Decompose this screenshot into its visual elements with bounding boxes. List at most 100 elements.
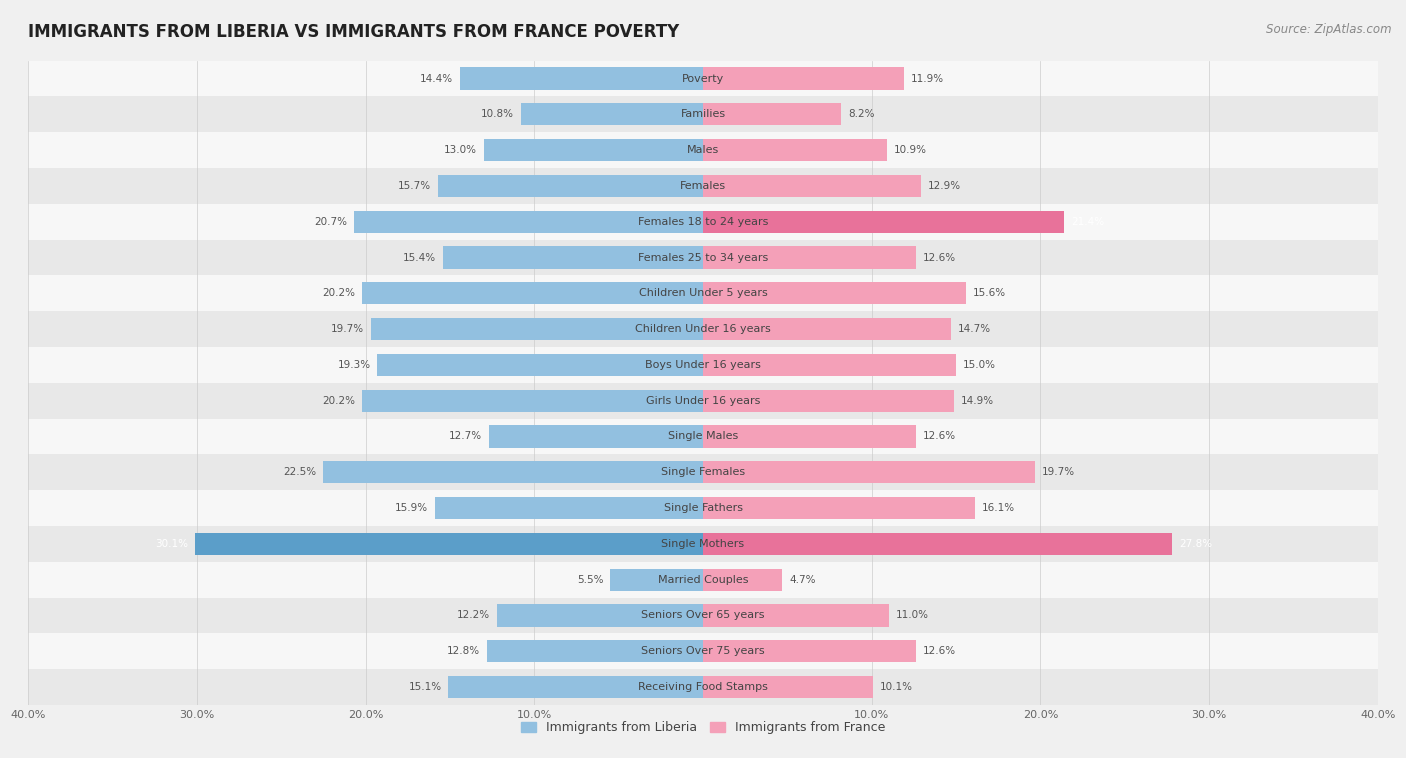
- Text: 5.5%: 5.5%: [576, 575, 603, 584]
- Text: Single Females: Single Females: [661, 467, 745, 478]
- Bar: [354, 211, 703, 233]
- Text: 12.6%: 12.6%: [922, 647, 956, 656]
- Text: Single Males: Single Males: [668, 431, 738, 441]
- Bar: [28, 597, 1378, 634]
- Text: Single Fathers: Single Fathers: [664, 503, 742, 513]
- Bar: [703, 676, 873, 698]
- Text: 14.7%: 14.7%: [957, 324, 991, 334]
- Bar: [703, 139, 887, 161]
- Bar: [703, 568, 782, 590]
- Bar: [443, 246, 703, 268]
- Bar: [28, 204, 1378, 240]
- Text: 19.7%: 19.7%: [330, 324, 364, 334]
- Bar: [28, 454, 1378, 490]
- Text: Families: Families: [681, 109, 725, 119]
- Bar: [703, 246, 915, 268]
- Bar: [703, 67, 904, 89]
- Text: 19.7%: 19.7%: [1042, 467, 1076, 478]
- Text: 22.5%: 22.5%: [284, 467, 316, 478]
- Text: 10.1%: 10.1%: [880, 682, 912, 692]
- Text: 15.4%: 15.4%: [404, 252, 436, 262]
- Text: Source: ZipAtlas.com: Source: ZipAtlas.com: [1267, 23, 1392, 36]
- Bar: [703, 390, 955, 412]
- Bar: [371, 318, 703, 340]
- Bar: [28, 312, 1378, 347]
- Text: 14.9%: 14.9%: [962, 396, 994, 406]
- Text: 12.6%: 12.6%: [922, 252, 956, 262]
- Text: 11.9%: 11.9%: [911, 74, 943, 83]
- Bar: [439, 175, 703, 197]
- Text: Girls Under 16 years: Girls Under 16 years: [645, 396, 761, 406]
- Text: 15.6%: 15.6%: [973, 288, 1007, 299]
- Bar: [363, 282, 703, 305]
- Bar: [610, 568, 703, 590]
- Bar: [28, 240, 1378, 275]
- Text: 12.6%: 12.6%: [922, 431, 956, 441]
- Text: 14.4%: 14.4%: [420, 74, 453, 83]
- Bar: [28, 96, 1378, 132]
- Text: Boys Under 16 years: Boys Under 16 years: [645, 360, 761, 370]
- Text: Married Couples: Married Couples: [658, 575, 748, 584]
- Text: 13.0%: 13.0%: [444, 145, 477, 155]
- Bar: [28, 275, 1378, 312]
- Text: 21.4%: 21.4%: [1071, 217, 1104, 227]
- Bar: [520, 103, 703, 125]
- Bar: [28, 61, 1378, 96]
- Text: 20.2%: 20.2%: [322, 396, 356, 406]
- Bar: [28, 383, 1378, 418]
- Text: 15.1%: 15.1%: [408, 682, 441, 692]
- Text: Males: Males: [688, 145, 718, 155]
- Text: Poverty: Poverty: [682, 74, 724, 83]
- Bar: [323, 461, 703, 484]
- Text: 10.8%: 10.8%: [481, 109, 515, 119]
- Text: Children Under 16 years: Children Under 16 years: [636, 324, 770, 334]
- Text: 4.7%: 4.7%: [789, 575, 815, 584]
- Bar: [460, 67, 703, 89]
- Text: 12.7%: 12.7%: [449, 431, 482, 441]
- Text: 30.1%: 30.1%: [156, 539, 188, 549]
- Text: 12.8%: 12.8%: [447, 647, 481, 656]
- Legend: Immigrants from Liberia, Immigrants from France: Immigrants from Liberia, Immigrants from…: [522, 721, 884, 735]
- Bar: [703, 103, 841, 125]
- Bar: [703, 282, 966, 305]
- Text: 20.2%: 20.2%: [322, 288, 356, 299]
- Text: Receiving Food Stamps: Receiving Food Stamps: [638, 682, 768, 692]
- Bar: [449, 676, 703, 698]
- Bar: [28, 634, 1378, 669]
- Bar: [703, 425, 915, 447]
- Bar: [363, 390, 703, 412]
- Text: Females 18 to 24 years: Females 18 to 24 years: [638, 217, 768, 227]
- Text: 15.7%: 15.7%: [398, 181, 432, 191]
- Text: Seniors Over 75 years: Seniors Over 75 years: [641, 647, 765, 656]
- Bar: [28, 132, 1378, 168]
- Bar: [28, 347, 1378, 383]
- Bar: [703, 604, 889, 627]
- Bar: [489, 425, 703, 447]
- Text: 11.0%: 11.0%: [896, 610, 928, 621]
- Bar: [703, 175, 921, 197]
- Text: Seniors Over 65 years: Seniors Over 65 years: [641, 610, 765, 621]
- Bar: [28, 168, 1378, 204]
- Bar: [28, 669, 1378, 705]
- Bar: [28, 526, 1378, 562]
- Text: IMMIGRANTS FROM LIBERIA VS IMMIGRANTS FROM FRANCE POVERTY: IMMIGRANTS FROM LIBERIA VS IMMIGRANTS FR…: [28, 23, 679, 41]
- Bar: [28, 418, 1378, 454]
- Text: Children Under 5 years: Children Under 5 years: [638, 288, 768, 299]
- Text: 8.2%: 8.2%: [848, 109, 875, 119]
- Text: 12.2%: 12.2%: [457, 610, 491, 621]
- Text: 16.1%: 16.1%: [981, 503, 1015, 513]
- Bar: [28, 490, 1378, 526]
- Bar: [703, 318, 950, 340]
- Bar: [703, 461, 1035, 484]
- Bar: [703, 354, 956, 376]
- Text: 20.7%: 20.7%: [314, 217, 347, 227]
- Bar: [377, 354, 703, 376]
- Bar: [486, 641, 703, 662]
- Text: 27.8%: 27.8%: [1178, 539, 1212, 549]
- Text: 15.9%: 15.9%: [395, 503, 427, 513]
- Text: 12.9%: 12.9%: [928, 181, 960, 191]
- Bar: [195, 533, 703, 555]
- Bar: [703, 211, 1064, 233]
- Text: Females 25 to 34 years: Females 25 to 34 years: [638, 252, 768, 262]
- Text: 19.3%: 19.3%: [337, 360, 371, 370]
